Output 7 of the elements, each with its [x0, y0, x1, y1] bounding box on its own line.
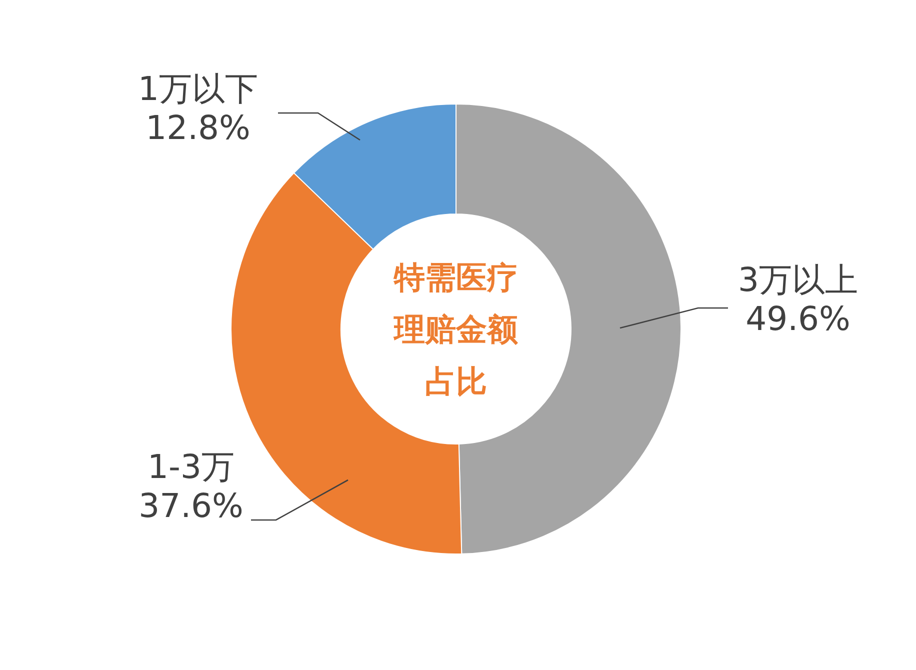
text: 特需医疗理赔金额占比 — [393, 260, 518, 400]
data-label: 12.8% — [146, 108, 250, 147]
slice-label: 3万以上 — [738, 260, 858, 299]
data-label: 37.6% — [138, 486, 244, 525]
slice-label: 1-3万 — [148, 447, 234, 486]
data-label: 49.6% — [746, 298, 850, 338]
slice-label: 1万以下 — [138, 69, 258, 108]
